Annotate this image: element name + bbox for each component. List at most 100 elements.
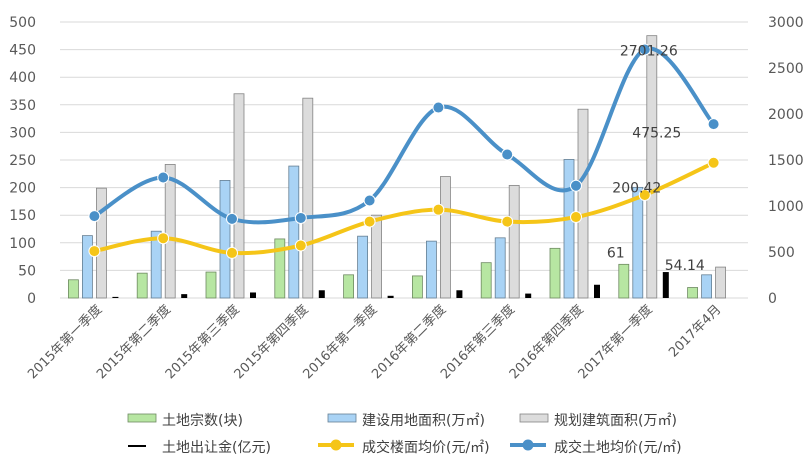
line-point-1	[638, 43, 651, 56]
bar-0	[343, 274, 355, 299]
bar-2	[96, 187, 107, 299]
bar-2	[577, 108, 589, 299]
line-point-1	[294, 211, 307, 224]
line-point-1	[157, 171, 170, 184]
bar-0	[411, 275, 423, 299]
legend-swatch-marker	[330, 439, 342, 451]
bar-1	[632, 186, 644, 299]
bar-land-revenue	[594, 284, 600, 298]
line-point-1	[501, 148, 514, 161]
bar-2	[715, 266, 726, 299]
line-point-1	[432, 101, 445, 114]
x-axis-category-label: 2016年第二季度	[369, 302, 450, 383]
x-axis-category-label: 2015年第四季度	[231, 302, 312, 383]
bar-1	[82, 235, 93, 299]
bar-1	[563, 159, 575, 299]
line-point-0	[638, 188, 651, 201]
legend-swatch	[127, 413, 157, 423]
bar-0	[274, 238, 286, 299]
line-point-1	[363, 194, 376, 207]
bar-land-revenue	[318, 290, 325, 298]
right-axis-tick-label: 1000	[768, 199, 804, 215]
bar-land-revenue	[456, 290, 463, 298]
line-point-0	[363, 215, 376, 228]
legend-swatch	[128, 445, 146, 447]
legend-swatch-marker	[522, 439, 534, 451]
left-axis-tick-label: 350	[9, 98, 36, 114]
right-axis-tick-label: 2500	[768, 61, 804, 77]
series-line-1	[92, 46, 716, 225]
bar-1	[494, 237, 506, 299]
legend-label: 成交土地均价(元/㎡)	[554, 439, 682, 456]
bar-2	[302, 97, 314, 299]
left-axis-tick-label: 500	[9, 15, 36, 31]
left-axis-tick-label: 450	[9, 43, 36, 59]
line-point-0	[501, 215, 514, 228]
left-axis-tick-label: 300	[9, 125, 36, 141]
line-point-0	[570, 211, 582, 224]
x-axis-category-label: 2016年第三季度	[437, 302, 518, 383]
legend-label: 成交楼面均价(元/㎡)	[362, 439, 490, 456]
bar-0	[205, 271, 217, 299]
x-axis-category-label: 2017年4月	[666, 302, 724, 360]
left-axis-tick-label: 50	[18, 263, 36, 279]
series-line-0	[92, 160, 716, 256]
legend-label: 建设用地面积(万㎡)	[362, 413, 485, 429]
bar-1	[701, 274, 712, 299]
line-point-1	[88, 210, 101, 223]
bar-2	[164, 164, 176, 299]
x-axis-category-label: 2015年第一季度	[25, 302, 106, 383]
bar-2	[508, 184, 520, 299]
x-axis-category-label: 2017年第一季度	[575, 302, 656, 383]
bar-1	[219, 180, 231, 299]
line-point-0	[432, 203, 445, 216]
bar-2	[371, 214, 383, 299]
legend-label: 土地出让金(亿元)	[162, 440, 271, 456]
right-axis-tick-label: 2000	[768, 107, 804, 123]
left-axis-tick-label: 250	[9, 153, 36, 169]
bar-0	[549, 247, 561, 299]
x-axis-category-label: 2016年第一季度	[300, 302, 381, 383]
bar-2	[233, 93, 245, 299]
bar-land-revenue	[662, 272, 669, 298]
left-axis-tick-label: 400	[9, 70, 36, 86]
line-point-1	[226, 212, 238, 225]
bar-0	[136, 272, 148, 299]
bar-1	[425, 240, 437, 299]
bar-0	[68, 279, 79, 299]
bar-1	[357, 235, 369, 299]
bar-land-revenue	[387, 295, 394, 298]
line-point-0	[294, 239, 307, 252]
bar-1	[150, 230, 162, 299]
bar-2	[646, 35, 658, 299]
left-axis-tick-label: 100	[9, 236, 36, 252]
data-label: 2701.26	[620, 43, 678, 59]
legend-swatch	[519, 413, 549, 423]
bar-land-revenue	[112, 296, 119, 298]
right-axis-tick-label: 0	[768, 291, 777, 307]
bar-0	[687, 287, 698, 299]
data-label: 200.42	[612, 180, 661, 196]
left-axis-tick-label: 150	[9, 208, 36, 224]
bar-land-revenue	[525, 293, 532, 298]
left-axis-tick-label: 200	[9, 181, 36, 197]
x-axis-category-label: 2016年第四季度	[506, 302, 587, 383]
line-point-0	[226, 246, 238, 259]
bar-land-revenue	[250, 292, 256, 298]
right-axis-tick-label: 1500	[768, 153, 804, 169]
line-point-0	[157, 232, 170, 245]
bar-land-revenue	[181, 294, 188, 298]
data-label: 61	[607, 245, 625, 261]
x-axis-category-label: 2015年第三季度	[162, 302, 243, 383]
legend-swatch	[327, 413, 357, 423]
line-point-0	[88, 245, 101, 258]
line-point-1	[707, 118, 720, 131]
line-point-0	[707, 156, 720, 169]
legend-label: 规划建筑面积(万㎡)	[554, 413, 677, 429]
line-point-1	[570, 179, 582, 192]
right-axis-tick-label: 3000	[768, 15, 804, 31]
left-axis-tick-label: 0	[27, 291, 36, 307]
bar-0	[618, 263, 630, 299]
